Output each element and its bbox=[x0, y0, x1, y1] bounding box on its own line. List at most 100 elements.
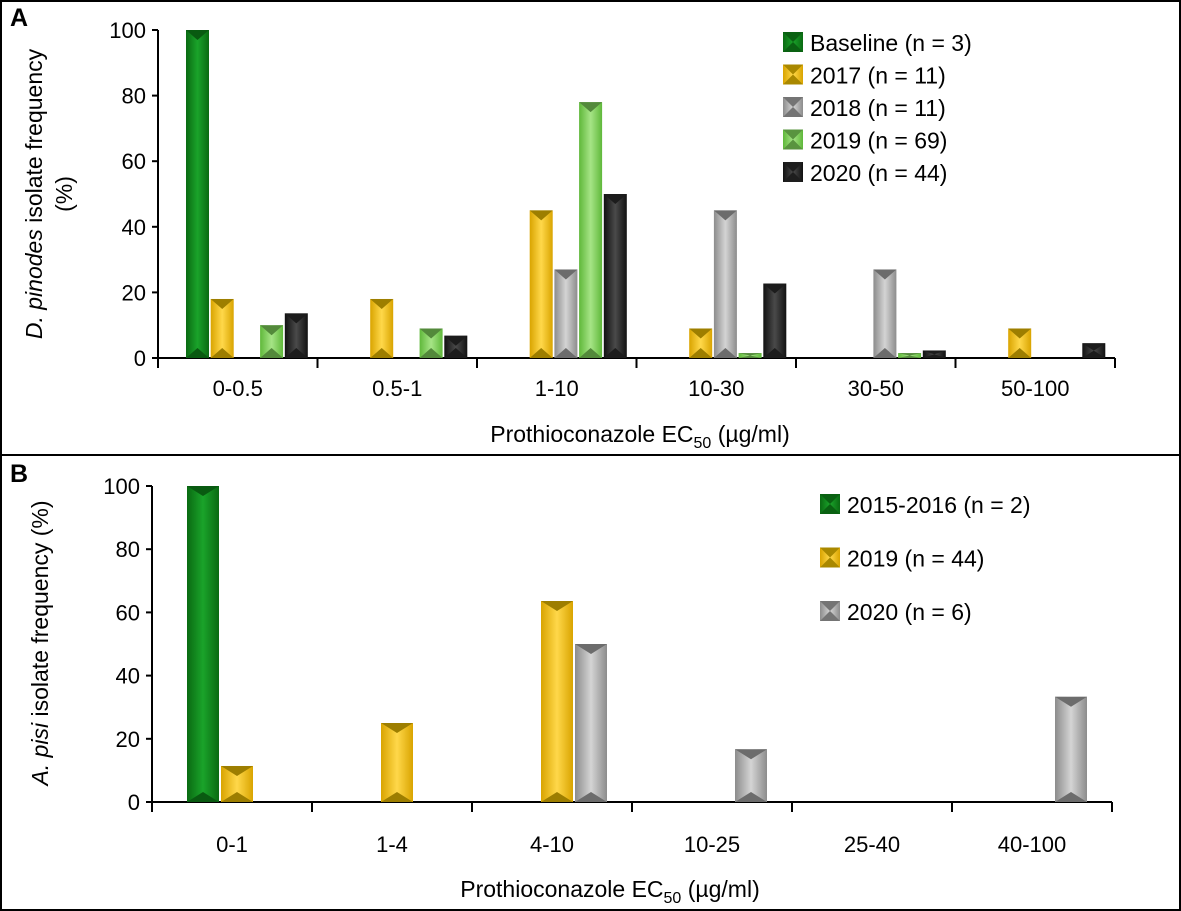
panel-b-bar-10-25-2020 bbox=[735, 749, 767, 802]
panel-a-bar-1-10-2019-top-facet bbox=[579, 102, 603, 113]
panel-a-bar-1-10-2019-body bbox=[579, 102, 603, 358]
panel-a-bar-0.5-1-2020 bbox=[444, 335, 468, 358]
panel-a-x-axis-label-unit: (µg/ml) bbox=[711, 421, 789, 447]
panel-a-bar-0-0.5-2020-body bbox=[284, 313, 308, 358]
panel-a-bar-10-30-2018-body bbox=[713, 210, 737, 358]
panel-a-bar-30-50-2018-body bbox=[873, 269, 897, 358]
panel-a-bar-0.5-1-2017 bbox=[370, 298, 394, 358]
panel-b-x-axis-label-sub: 50 bbox=[664, 890, 682, 907]
panel-a-bar-0-0.5-2019-top-facet bbox=[260, 325, 284, 336]
panel-b-bar-40-100-2020-body bbox=[1055, 696, 1087, 802]
panel-b-bar-1-4-2019 bbox=[381, 723, 413, 802]
panel-a-bar-0.5-1-2019-bottom-facet bbox=[419, 348, 443, 358]
panel-b-y-tick-label: 60 bbox=[116, 600, 140, 625]
panel-b-bar-4-10-2019-top-facet bbox=[541, 601, 573, 612]
panel-a-category-label: 0.5-1 bbox=[372, 376, 422, 401]
panel-b-category-label: 40-100 bbox=[998, 832, 1067, 857]
panel-a-bar-30-50-2020-top-facet bbox=[922, 350, 946, 355]
panel-b-legend-label: 2020 (n = 6) bbox=[847, 599, 972, 625]
panel-b-y-tick-label: 0 bbox=[128, 790, 140, 815]
panel-a-bar-0-0.5-Baseline bbox=[186, 30, 209, 358]
panel-a-bar-0-0.5-2017-bottom-facet bbox=[210, 348, 234, 358]
panel-a-y-axis-label-line2: (%) bbox=[51, 176, 77, 212]
panel-a-bar-1-10-2017-bottom-facet bbox=[529, 348, 553, 358]
panel-b-legend-key bbox=[820, 547, 840, 568]
panel-b-x-axis-label-unit: (µg/ml) bbox=[681, 876, 759, 902]
panel-a-bar-30-50-2018-bottom-facet bbox=[873, 348, 897, 358]
panel-b-x-axis-label: Prothioconazole EC50 (µg/ml) bbox=[460, 876, 760, 907]
panel-a-y-axis-label-text: isolate frequency bbox=[21, 48, 47, 229]
panel-a-y-tick-label: 60 bbox=[122, 149, 146, 174]
panel-b-category-label: 1-4 bbox=[376, 832, 408, 857]
panel-a-bar-10-30-2020-top-facet bbox=[763, 283, 787, 294]
panel-b-frame bbox=[0, 454, 1181, 911]
panel-b-bar-0-1-2015-2016-body bbox=[187, 486, 219, 802]
panel-a-bar-1-10-2018-body bbox=[554, 269, 578, 358]
panel-a-bar-0-0.5-2020 bbox=[284, 313, 308, 358]
panel-a-bar-10-30-2017-bottom-facet bbox=[689, 348, 713, 358]
panel-b-bar-10-25-2020-top-facet bbox=[735, 749, 767, 760]
panel-a-bar-30-50-2018 bbox=[873, 269, 897, 358]
panel-b-y-tick-label: 20 bbox=[116, 727, 140, 752]
panel-a-y-tick-label: 20 bbox=[122, 280, 146, 305]
panel-a-bar-0-0.5-2020-bottom-facet bbox=[284, 348, 308, 358]
panel-a-bar-0.5-1-2017-top-facet bbox=[370, 298, 394, 309]
panel-b-bar-4-10-2019-bottom-facet bbox=[541, 792, 573, 802]
panel-a-bar-50-100-2020 bbox=[1082, 343, 1106, 358]
panel-a-legend-key bbox=[783, 97, 803, 117]
panel-b-bar-10-25-2020-bottom-facet bbox=[735, 792, 767, 802]
panel-b-legend-label: 2015-2016 (n = 2) bbox=[847, 492, 1031, 518]
panel-b-y-axis-label-text: isolate frequency (%) bbox=[27, 500, 53, 722]
panel-b-category-label: 4-10 bbox=[530, 832, 574, 857]
panel-a-legend-key bbox=[783, 64, 803, 85]
panel-a-bar-0.5-1-2020-top-facet bbox=[444, 335, 468, 346]
panel-a-y-tick-label: 80 bbox=[122, 84, 146, 109]
panel-a-bar-50-100-2017 bbox=[1008, 328, 1032, 358]
panel-b-category-label: 25-40 bbox=[844, 832, 900, 857]
panel-b-bar-1-4-2019-body bbox=[381, 723, 413, 802]
panel-b-legend-key bbox=[820, 601, 840, 621]
panel-a-legend-key bbox=[783, 32, 803, 52]
panel-a-legend-label: 2020 (n = 44) bbox=[810, 160, 947, 186]
panel-b-x-axis-label-main: Prothioconazole EC bbox=[460, 876, 663, 902]
panel-a-label: A bbox=[10, 4, 28, 32]
panel-a-bar-0.5-1-2020-body bbox=[444, 335, 468, 358]
panel-a-bar-10-30-2017-body bbox=[689, 328, 713, 358]
panel-b-bar-0-1-2019-bottom-facet bbox=[221, 792, 253, 802]
panel-a-y-axis-label-species: D. pinodes bbox=[21, 229, 47, 339]
panel-b-bar-4-10-2019 bbox=[541, 601, 573, 802]
panel-a-bar-30-50-2019 bbox=[898, 353, 922, 358]
panel-b-category-label: 0-1 bbox=[216, 832, 248, 857]
panel-b-bar-0-1-2019-top-facet bbox=[221, 765, 253, 776]
panel-a-legend-label: Baseline (n = 3) bbox=[810, 30, 972, 56]
panel-a-bar-0-0.5-2020-top-facet bbox=[284, 313, 308, 324]
panel-b-legend-label: 2019 (n = 44) bbox=[847, 546, 984, 572]
panel-a-bar-0-0.5-2017-body bbox=[210, 298, 234, 358]
panel-a-bar-0-0.5-Baseline-body bbox=[186, 30, 209, 358]
panel-a-category-label: 10-30 bbox=[688, 376, 744, 401]
panel-a-bar-10-30-2017 bbox=[689, 328, 713, 358]
panel-a-bar-50-100-2017-bottom-facet bbox=[1008, 348, 1032, 358]
panel-a-bar-30-50-2020 bbox=[922, 350, 946, 358]
panel-a-legend-key bbox=[783, 129, 803, 150]
panel-b-bar-0-1-2019 bbox=[221, 765, 253, 802]
panel-a-bar-1-10-2018-bottom-facet bbox=[554, 348, 578, 358]
panel-a-bar-10-30-2018-top-facet bbox=[713, 210, 737, 221]
panel-a-bar-1-10-2019 bbox=[579, 102, 603, 358]
panel-a-bar-10-30-2020 bbox=[763, 283, 787, 358]
panel-b-bar-4-10-2019-body bbox=[541, 601, 573, 802]
panel-a-bar-1-10-2020-body bbox=[603, 194, 627, 358]
panel-a-bar-1-10-2017-body bbox=[529, 210, 553, 358]
panel-a-bar-10-30-2020-bottom-facet bbox=[763, 348, 787, 358]
panel-a-y-tick-label: 0 bbox=[134, 346, 146, 371]
panel-a-bar-30-50-2019-bottom-facet bbox=[898, 355, 922, 358]
panel-a-bar-10-30-2020-body bbox=[763, 283, 787, 358]
panel-b-bar-4-10-2020-top-facet bbox=[575, 644, 607, 654]
panel-b-legend-key bbox=[820, 494, 840, 514]
panel-a-bar-0.5-1-2017-body bbox=[370, 298, 394, 358]
panel-b-label: B bbox=[10, 460, 28, 488]
panel-a-bar-0.5-1-2019 bbox=[419, 328, 443, 358]
panel-a-bar-1-10-2020-bottom-facet bbox=[603, 348, 627, 358]
panel-a-bar-1-10-2020 bbox=[603, 194, 627, 358]
